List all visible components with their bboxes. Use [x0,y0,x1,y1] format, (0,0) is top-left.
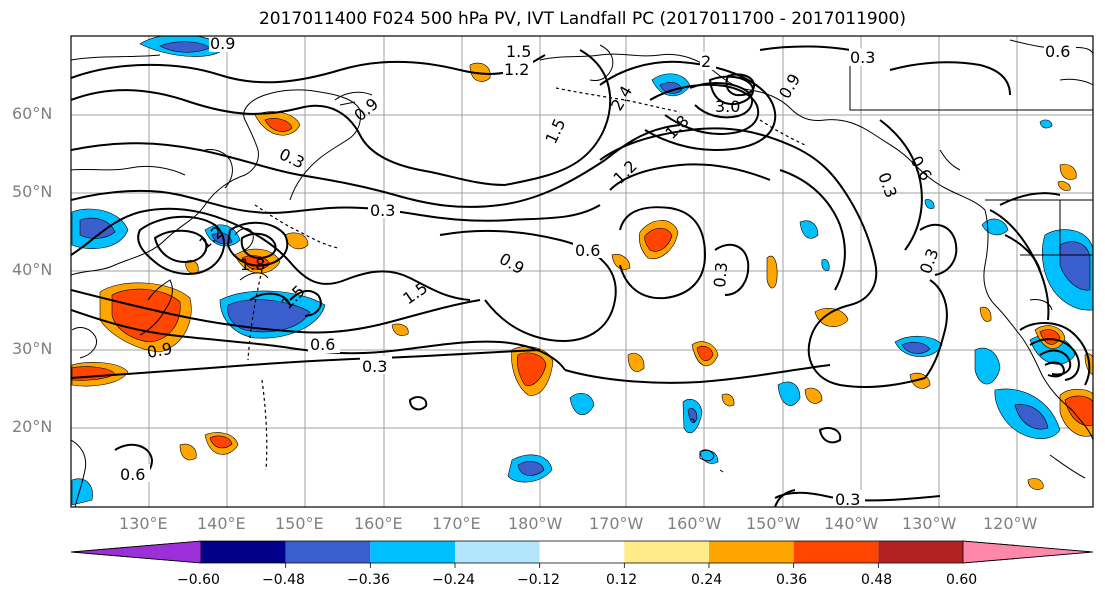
colorbar-outline [70,540,1094,564]
negative-anomaly-patches [71,36,1093,506]
lon-label: 130°E [119,514,168,533]
island-arcs [247,87,806,471]
contour-label: 1.5 [506,42,531,61]
contour-label: 0.9 [210,34,235,53]
lon-label: 120°W [983,514,1038,533]
lon-label: 180°W [508,514,563,533]
lat-label: 60°N [12,104,53,123]
colorbar-segment [455,541,540,563]
lat-label: 20°N [12,417,53,436]
contour-label: 0.6 [310,335,335,354]
lon-label: 130°W [902,514,957,533]
colorbar-tick-label: −0.36 [347,572,390,588]
colorbar-tick-label: 0.36 [776,572,808,588]
lat-label: 50°N [12,182,53,201]
colorbar-tick-label: −0.24 [432,572,475,588]
colorbar-extend-max [962,540,1094,564]
colorbar-segment [709,541,794,563]
graticule [71,36,1093,507]
contour-label: 1.2 [504,60,529,79]
colorbar-segment [793,541,879,563]
colorbar-segment [370,541,455,563]
lon-label: 140°E [197,514,246,533]
contour-label: 3.0 [715,97,740,116]
contour-label: 0.3 [370,201,395,220]
contour-label: 0.3 [362,357,387,376]
colorbar-segment [539,541,625,563]
colorbar-segment [285,541,371,563]
lon-label: 170°W [589,514,644,533]
colorbar-tick-label: 0.12 [606,572,638,588]
contour-label: 0.9 [145,339,173,362]
lat-label: 30°N [12,339,53,358]
colorbar-segment [624,541,709,563]
contour-label: 0.6 [1045,42,1070,61]
colorbar-tick-label: 0.24 [691,572,723,588]
contour-label: 0.3 [850,48,875,67]
lon-label: 140°W [824,514,879,533]
lon-label: 170°E [432,514,481,533]
contour-label: 0.6 [575,241,600,260]
colorbar-segment [878,541,963,563]
colorbar-tick-label: −0.48 [262,572,305,588]
colorbar-tick-label: 0.60 [946,572,978,588]
lon-label: 150°W [746,514,801,533]
colorbar-tick-label: −0.12 [517,572,560,588]
contour-label: 2 [701,52,711,71]
map-title: 2017011400 F024 500 hPa PV, IVT Landfall… [258,9,906,29]
lon-label: 160°W [667,514,722,533]
contour-label: 0.6 [120,465,145,484]
contour-label: 0.3 [835,490,860,509]
contour-label: 0.3 [710,261,731,288]
colorbar-extend-min [70,540,202,564]
pv-contours [71,45,1091,507]
colorbar-tick-label: −0.60 [177,572,220,588]
colorbar [70,540,1094,568]
lon-label: 160°E [354,514,403,533]
colorbar-segment [201,541,286,563]
lon-label: 150°E [275,514,324,533]
lat-label: 40°N [12,260,53,279]
colorbar-tick-label: 0.48 [861,572,893,588]
contour-label: 1.8 [240,255,265,274]
map-frame [70,35,1094,508]
